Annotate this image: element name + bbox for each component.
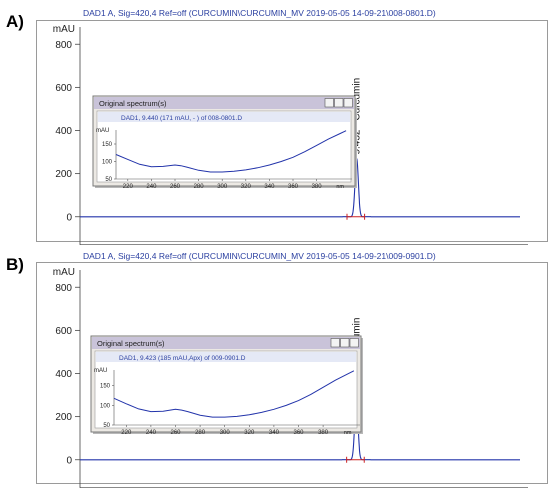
inset-window-title: Original spectrum(s) (97, 339, 165, 348)
inset-spectrum-trace (115, 130, 347, 173)
inset-x-tick-label: 240 (146, 430, 157, 436)
inset-x-tick-label: 340 (269, 430, 280, 436)
peak-label: 9.432 - Curcumin (352, 78, 363, 155)
chromatogram-b: mAU020040060080002468101214min9.420 - Cu… (53, 267, 528, 488)
inset-x-tick-label: 220 (123, 184, 134, 190)
inset-y-tick-label: 50 (105, 177, 112, 183)
inset-y-tick-label: 100 (100, 403, 111, 409)
minimize-icon (324, 98, 334, 108)
minimize-icon (330, 338, 340, 348)
y-axis-label: mAU (53, 24, 75, 35)
inset-x-unit: nm (344, 430, 352, 436)
inset-y-label: mAU (96, 128, 109, 134)
y-tick-label: 600 (55, 83, 72, 94)
inset-x-tick-label: 300 (217, 184, 228, 190)
inset-x-tick-label: 280 (194, 184, 205, 190)
inset-x-tick-label: 320 (241, 184, 252, 190)
inset-x-unit: nm (336, 184, 344, 190)
inset-plot-area (96, 110, 352, 183)
y-tick-label: 800 (55, 283, 72, 294)
y-tick-label: 200 (55, 169, 72, 180)
inset-x-tick-label: 360 (293, 430, 304, 436)
y-tick-label: 800 (55, 40, 72, 51)
chromatogram-trace (80, 396, 520, 461)
inset-window-title: Original spectrum(s) (99, 99, 167, 108)
y-tick-label: 400 (55, 369, 72, 380)
inset-y-tick-label: 150 (102, 142, 113, 148)
panel-b-label: B) (6, 255, 24, 274)
inset-x-tick-label: 380 (312, 184, 323, 190)
inset-x-tick-label: 320 (244, 430, 255, 436)
inset-legend-bar (98, 112, 350, 122)
chromatogram-trace (80, 157, 520, 218)
inset-x-tick-label: 220 (121, 430, 132, 436)
chromatogram-a: mAU020040060080002468101214min9.432 - Cu… (53, 24, 528, 245)
close-icon (349, 338, 359, 348)
inset-x-tick-label: 360 (288, 184, 299, 190)
inset-x-tick-label: 380 (318, 430, 329, 436)
inset-spectrum-trace (113, 370, 355, 418)
panel-a-label: A) (6, 12, 24, 31)
inset-y-label: mAU (94, 368, 107, 374)
y-axis-label: mAU (53, 267, 75, 278)
y-tick-label: 600 (55, 326, 72, 337)
close-icon (343, 98, 353, 108)
y-tick-label: 400 (55, 126, 72, 137)
inset-x-tick-label: 260 (170, 184, 181, 190)
inset-x-tick-label: 280 (195, 430, 206, 436)
panel-a-title: DAD1 A, Sig=420,4 Ref=off (CURCUMIN\CURC… (83, 8, 436, 18)
inset-plot-area (94, 350, 358, 429)
y-tick-label: 200 (55, 412, 72, 423)
inset-title-bar (92, 337, 360, 349)
y-tick-label: 0 (66, 455, 72, 466)
inset-legend: DAD1, 9.423 (185 mAU,Apx) of 009-0901.D (119, 355, 246, 362)
y-tick-label: 0 (66, 212, 72, 223)
inset-y-tick-label: 50 (103, 423, 110, 429)
inset-x-tick-label: 260 (170, 430, 181, 436)
maximize-icon (334, 98, 344, 108)
panel-b-title: DAD1 A, Sig=420,4 Ref=off (CURCUMIN\CURC… (83, 251, 436, 261)
inset-legend-bar (96, 352, 356, 362)
inset-x-tick-label: 340 (264, 184, 275, 190)
inset-legend: DAD1, 9.440 (171 mAU, - ) of 008-0801.D (121, 115, 242, 122)
inset-title-bar (94, 97, 354, 109)
inset-x-tick-label: 300 (220, 430, 231, 436)
inset-y-tick-label: 150 (100, 384, 111, 390)
inset-y-tick-label: 100 (102, 160, 113, 166)
inset-x-tick-label: 240 (146, 184, 157, 190)
maximize-icon (340, 338, 350, 348)
